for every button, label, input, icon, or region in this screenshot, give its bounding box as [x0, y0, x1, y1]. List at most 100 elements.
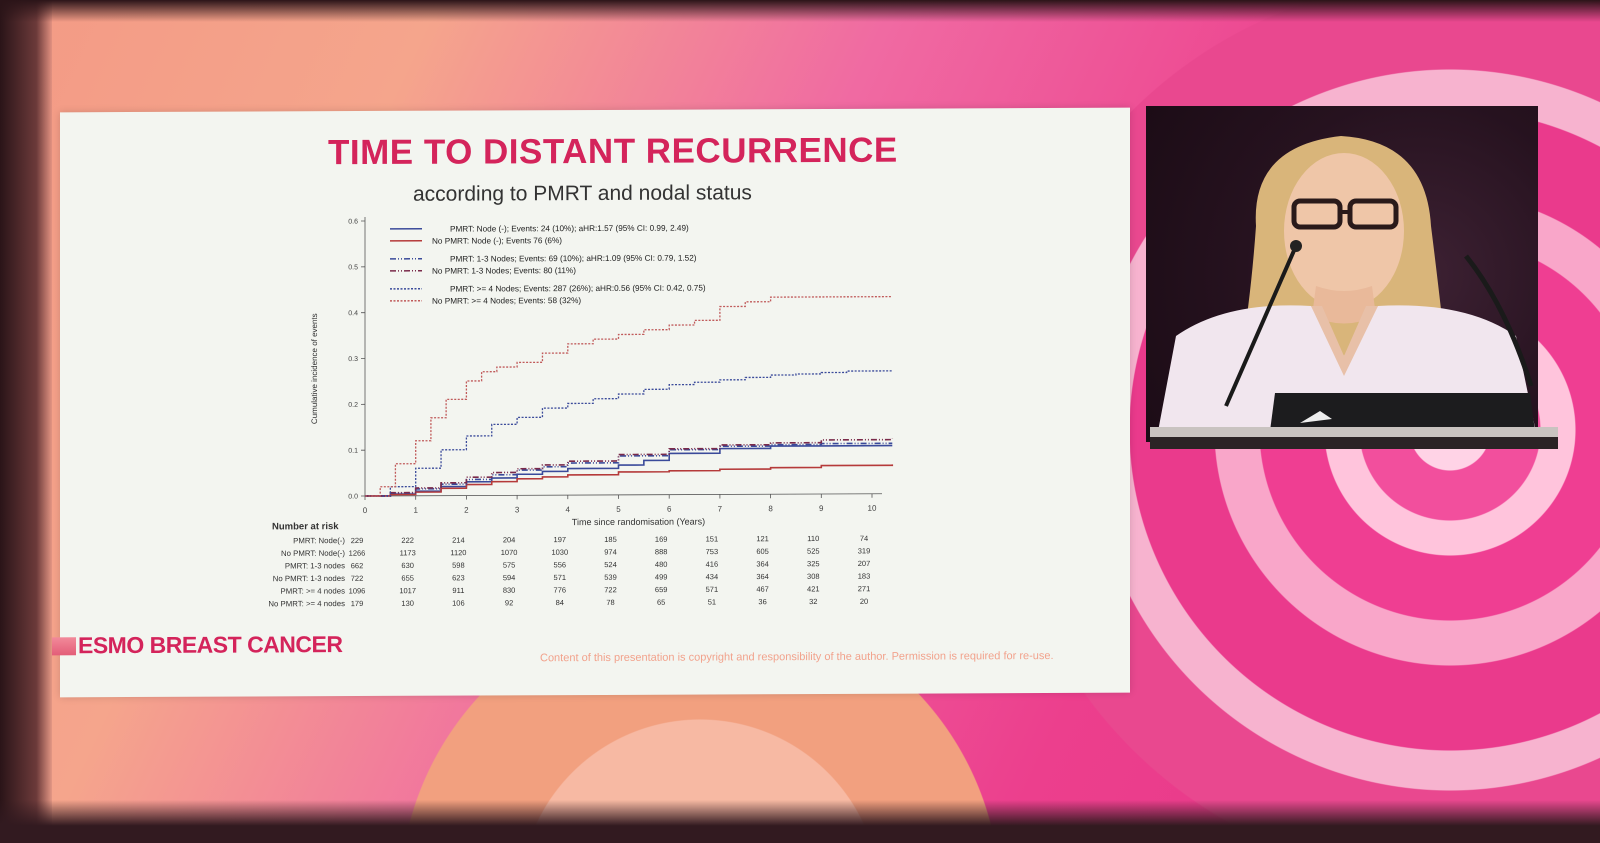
risk-cell: 776 [554, 586, 567, 595]
risk-cell: 92 [505, 598, 513, 607]
risk-cell: 179 [351, 599, 364, 608]
risk-cell: 571 [554, 573, 567, 582]
series-line-6 [365, 295, 893, 497]
legend-label-2: No PMRT: Node (-); Events 76 (6%) [432, 236, 562, 246]
risk-cell: 106 [452, 599, 465, 608]
risk-cell: 1017 [399, 586, 416, 595]
risk-cell: 974 [604, 548, 617, 557]
y-tick-label: 0.3 [348, 356, 358, 363]
risk-cell: 571 [706, 585, 719, 594]
speaker-figure [1156, 136, 1538, 442]
series-line-5 [365, 369, 893, 497]
x-tick-label: 9 [819, 504, 824, 513]
risk-cell: 1070 [501, 548, 518, 557]
risk-cell: 659 [655, 585, 668, 594]
risk-cell: 65 [657, 598, 665, 607]
series-line-1 [365, 444, 893, 497]
series-line-2 [365, 464, 894, 497]
risk-cell: 556 [554, 560, 567, 569]
risk-cell: 319 [858, 546, 871, 555]
speaker-video-feed [1146, 106, 1538, 442]
legend-label-1: PMRT: Node (-); Events: 24 (10%); aHR:1.… [450, 224, 689, 234]
risk-row-label: No PMRT: 1-3 nodes [273, 574, 345, 583]
x-axis-title: Time since randomisation (Years) [572, 517, 705, 528]
risk-cell: 416 [706, 560, 719, 569]
series-line-4 [365, 438, 894, 497]
risk-cell: 222 [401, 536, 414, 545]
risk-cell: 185 [604, 535, 617, 544]
chart-legend: PMRT: Node (-); Events: 24 (10%); aHR:1.… [390, 224, 706, 306]
risk-cell: 204 [503, 535, 516, 544]
risk-cell: 1120 [450, 548, 466, 557]
risk-cell: 623 [452, 573, 465, 582]
risk-cell: 51 [708, 597, 716, 606]
risk-cell: 197 [554, 535, 567, 544]
risk-cell: 20 [860, 597, 868, 606]
legend-label-3: PMRT: 1-3 Nodes; Events: 69 (10%); aHR:1… [450, 254, 697, 264]
risk-cell: 830 [503, 586, 516, 595]
y-tick-label: 0.1 [348, 448, 358, 455]
risk-cell: 421 [807, 584, 820, 593]
risk-cell: 888 [655, 547, 668, 556]
risk-cell: 598 [452, 561, 465, 570]
risk-cell: 1173 [400, 548, 416, 557]
risk-cell: 605 [756, 547, 769, 556]
risk-cell: 524 [604, 560, 617, 569]
x-tick-label: 7 [718, 504, 723, 513]
room-edge-left [0, 0, 52, 843]
risk-cell: 36 [758, 597, 766, 606]
esmo-logo-mark [52, 636, 76, 655]
risk-cell: 151 [706, 534, 719, 543]
risk-cell: 594 [503, 573, 516, 582]
risk-cell: 539 [604, 573, 617, 582]
podium-laptop [1150, 393, 1558, 449]
risk-cell: 110 [807, 534, 819, 543]
risk-cell: 183 [858, 572, 871, 581]
risk-cell: 434 [706, 572, 719, 581]
x-tick-label: 0 [363, 506, 368, 515]
copyright-notice: Content of this presentation is copyrigh… [540, 649, 1054, 665]
risk-cell: 655 [401, 574, 414, 583]
risk-cell: 32 [809, 597, 817, 606]
risk-cell: 78 [606, 598, 614, 607]
risk-cell: 74 [860, 534, 868, 543]
risk-cell: 121 [756, 534, 769, 543]
y-tick-label: 0.2 [348, 402, 358, 409]
y-tick-label: 0.4 [348, 310, 358, 317]
chart-series-lines [365, 295, 894, 497]
risk-cell: 499 [655, 572, 668, 581]
risk-cell: 722 [604, 585, 617, 594]
risk-cell: 575 [503, 561, 516, 570]
risk-cell: 130 [401, 599, 414, 608]
risk-table-header: Number at risk [272, 521, 339, 532]
legend-label-5: PMRT: >= 4 Nodes; Events: 287 (26%); aHR… [450, 284, 706, 294]
risk-row-label: PMRT: 1-3 nodes [285, 561, 345, 570]
risk-row-label: PMRT: Node(-) [293, 536, 345, 545]
risk-cell: 722 [351, 574, 364, 583]
risk-row-label: PMRT: >= 4 nodes [281, 586, 346, 595]
risk-cell: 364 [756, 559, 769, 568]
risk-cell: 630 [401, 561, 414, 570]
risk-cell: 214 [452, 536, 465, 545]
risk-cell: 753 [706, 547, 719, 556]
y-axis-title: Cumulative incidence of events [310, 313, 319, 424]
x-tick-label: 4 [566, 505, 571, 514]
risk-cell: 325 [807, 559, 820, 568]
risk-cell: 467 [756, 585, 769, 594]
presentation-slide: TIME TO DISTANT RECURRENCE according to … [52, 107, 1130, 698]
legend-label-6: No PMRT: >= 4 Nodes; Events: 58 (32%) [432, 296, 581, 306]
risk-cell: 84 [556, 598, 564, 607]
y-tick-label: 0.6 [348, 219, 358, 226]
room-edge-bottom [0, 800, 1600, 843]
x-tick-label: 2 [464, 506, 469, 515]
risk-cell: 271 [858, 584, 871, 593]
x-tick-label: 8 [768, 504, 773, 513]
risk-cell: 169 [655, 535, 668, 544]
esmo-logo: ESMO BREAST CANCER [52, 631, 342, 659]
x-tick-label: 5 [616, 505, 621, 514]
legend-label-4: No PMRT: 1-3 Nodes; Events: 80 (11%) [432, 266, 576, 276]
x-axis-line [365, 493, 882, 497]
risk-cell: 364 [756, 572, 769, 581]
risk-cell: 662 [351, 561, 364, 570]
